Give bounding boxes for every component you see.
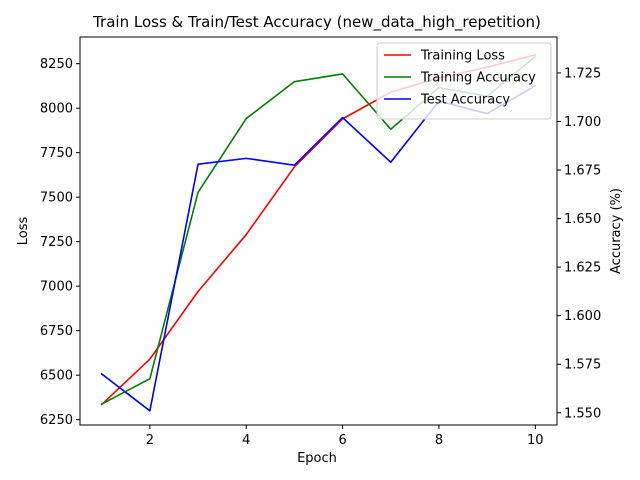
- x-tick-label: 10: [527, 433, 544, 448]
- y-right-tick-label: 1.725: [564, 66, 601, 81]
- y-left-tick-label: 7000: [40, 280, 73, 295]
- plot-frame: [79, 36, 558, 426]
- x-tick-label: 4: [242, 433, 250, 448]
- x-tick-label: 2: [146, 433, 154, 448]
- legend-label-training-loss: Training Loss: [420, 49, 505, 64]
- y-right-tick-label: 1.625: [564, 261, 601, 276]
- y-right-tick-label: 1.650: [564, 212, 601, 227]
- y-left-tick-label: 7750: [40, 146, 73, 161]
- y-axis-left-label: Loss: [16, 217, 31, 246]
- y-right-tick-label: 1.600: [564, 309, 601, 324]
- legend: Training Loss Training Accuracy Test Accur…: [376, 42, 552, 120]
- y-right-tick-label: 1.575: [564, 358, 601, 373]
- y-left-tick-label: 6250: [40, 413, 73, 428]
- y-left-tick-label: 6750: [40, 324, 73, 339]
- y-right-tick-label: 1.550: [564, 406, 601, 421]
- y-right-tick-label: 1.675: [564, 164, 601, 179]
- legend-label-training-accuracy: Training Accuracy: [420, 71, 536, 86]
- x-tick-label: 6: [338, 433, 346, 448]
- chart-title: Train Loss & Train/Test Accuracy (new_da…: [92, 13, 541, 32]
- x-axis-label: Epoch: [297, 451, 337, 466]
- y-left-tick-label: 8250: [40, 57, 73, 72]
- x-tick-label: 8: [435, 433, 443, 448]
- y-axis-right-label: Accuracy (%): [609, 188, 624, 274]
- axes-layer: 2 4 6 8 10 6250 6500 6750 7000 7250 7500 7750 8000 82…: [40, 36, 601, 448]
- y-left-tick-label: 8000: [40, 102, 73, 117]
- y-left-tick-label: 7250: [40, 235, 73, 250]
- legend-label-test-accuracy: Test Accuracy: [420, 93, 510, 108]
- y-left-tick-label: 6500: [40, 369, 73, 384]
- y-right-tick-label: 1.700: [564, 115, 601, 130]
- y-left-tick-label: 7500: [40, 191, 73, 206]
- legend-box: [376, 42, 552, 120]
